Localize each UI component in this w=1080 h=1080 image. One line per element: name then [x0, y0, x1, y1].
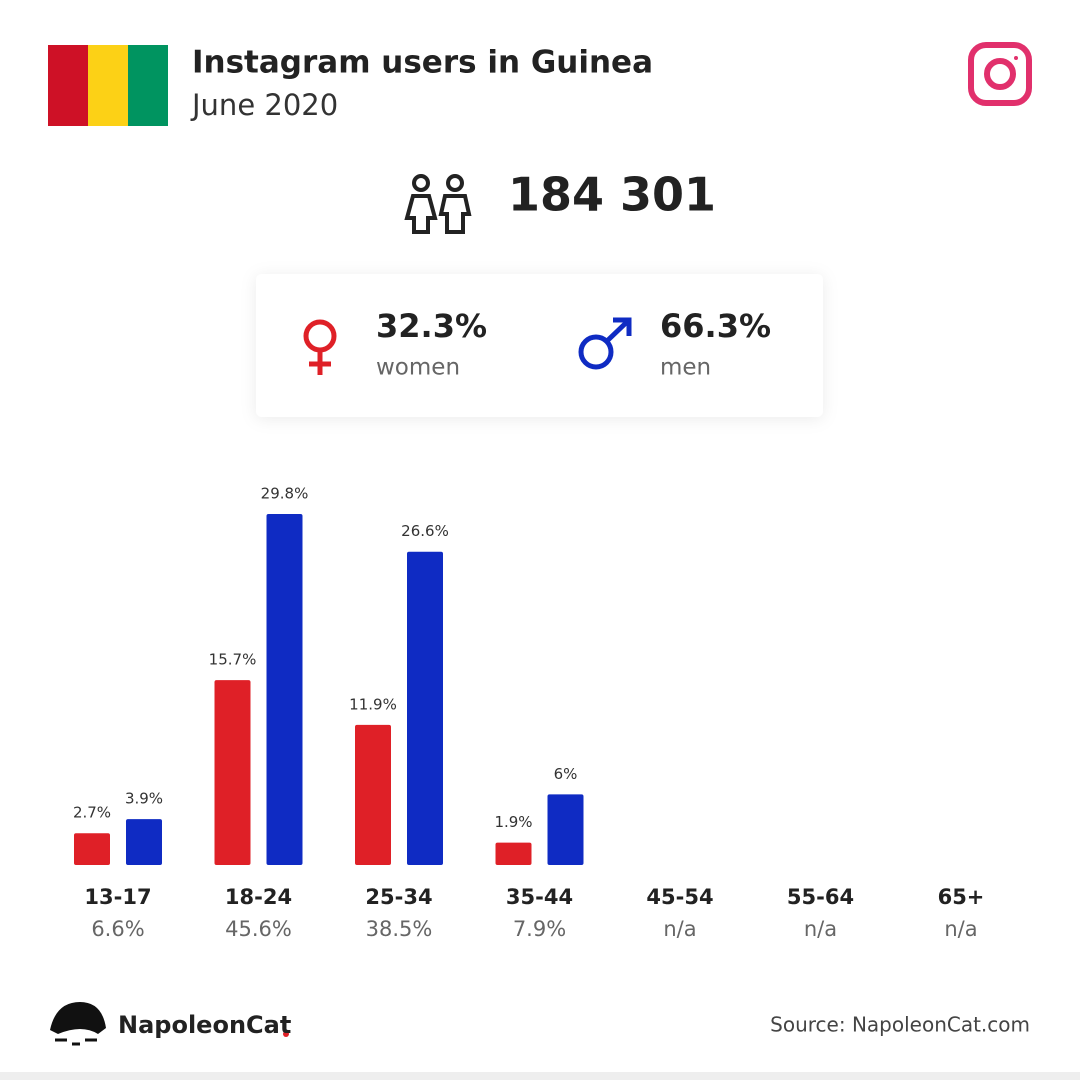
value-label: 11.9% — [349, 695, 397, 713]
instagram-icon — [968, 42, 1032, 106]
value-label: 6% — [554, 765, 578, 783]
category-label: 18-24 — [225, 885, 292, 909]
category-total: 45.6% — [225, 917, 292, 941]
value-label: 3.9% — [125, 790, 163, 808]
bar — [126, 819, 162, 865]
bar — [547, 794, 584, 865]
source: Source: NapoleonCat.com — [770, 1013, 1030, 1037]
bar — [355, 724, 391, 865]
brand: NapoleonCat — [118, 1011, 291, 1039]
bar — [214, 680, 251, 865]
category-total: 38.5% — [366, 917, 433, 941]
category-total: 6.6% — [91, 917, 144, 941]
value-label: 2.7% — [73, 804, 111, 822]
category-label: 45-54 — [646, 885, 713, 909]
napoleoncat-logo — [50, 1002, 289, 1046]
value-label: 29.8% — [261, 485, 309, 503]
value-label: 26.6% — [401, 522, 449, 540]
category-label: 65+ — [938, 885, 985, 909]
category-total: 7.9% — [513, 917, 566, 941]
men-label: men — [660, 355, 711, 381]
women-label: women — [376, 355, 460, 381]
category-label: 13-17 — [84, 885, 151, 909]
value-label: 1.9% — [494, 813, 532, 831]
male-icon — [578, 317, 632, 370]
women-share: 32.3% — [376, 307, 487, 345]
category-total: n/a — [944, 917, 977, 941]
category-total: n/a — [663, 917, 696, 941]
value-label: 15.7% — [209, 651, 257, 669]
gender-box — [256, 274, 823, 417]
bottom-strip — [0, 1072, 1080, 1080]
subtitle: June 2020 — [190, 88, 338, 122]
category-total: n/a — [804, 917, 837, 941]
age-chart: 13-17 6.6% 2.7% 3.9% 18-24 45.6% 15.7% 29.8% 25-… — [73, 485, 984, 942]
category-label: 25-34 — [365, 885, 432, 909]
female-icon — [303, 319, 337, 375]
category-label: 35-44 — [506, 885, 573, 909]
bar — [266, 514, 303, 865]
category-label: 55-64 — [787, 885, 854, 909]
bar — [495, 842, 532, 865]
bar — [407, 551, 443, 865]
title: Instagram users in Guinea — [192, 45, 653, 81]
flag — [48, 45, 168, 126]
people-icon — [404, 174, 472, 234]
men-share: 66.3% — [660, 307, 771, 345]
bar — [74, 833, 110, 865]
total-users: 184 301 — [508, 168, 716, 222]
